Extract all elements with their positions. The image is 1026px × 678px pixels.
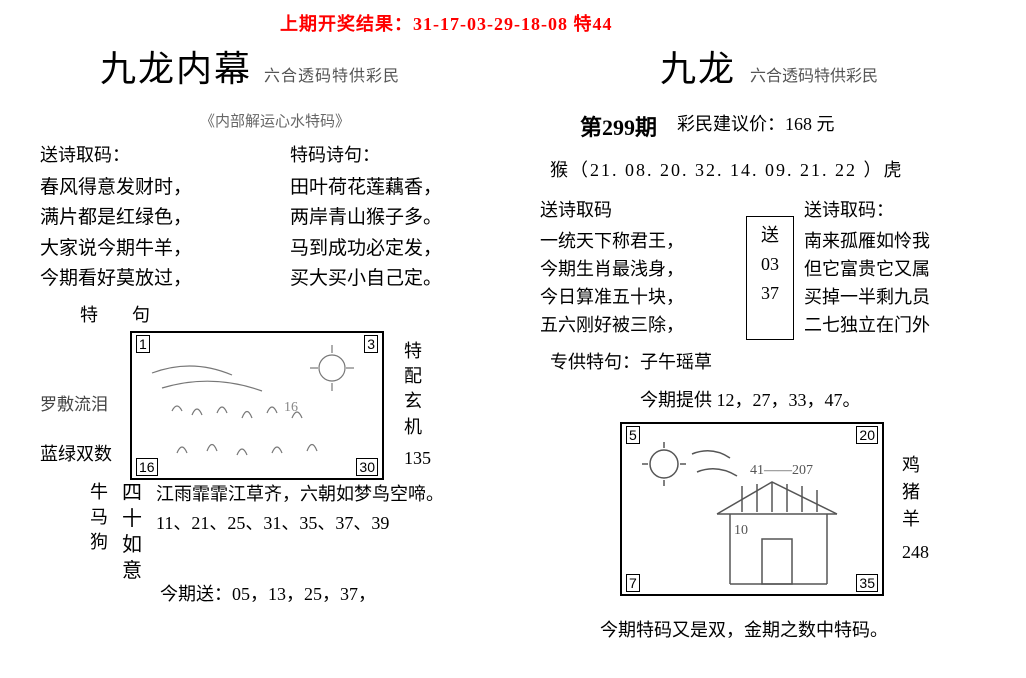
poem2-line: 田叶荷花莲藕香， [290, 173, 510, 203]
r-poem2-line: 二七独立在门外 [804, 312, 1000, 340]
svg-text:16: 16 [284, 400, 298, 415]
bottom-line1: 江雨霏霏江草齐，六朝如梦鸟空啼。 [156, 480, 444, 509]
bottom-text: 江雨霏霏江草齐，六朝如梦鸟空啼。 11、21、25、31、35、37、39 [156, 480, 444, 584]
poem2-line: 两岸青山猴子多。 [290, 203, 510, 233]
left-subtext: 《内部解运心水特码》 [40, 110, 510, 131]
poem1-col: 送诗取码： 春风得意发财时， 满片都是红绿色， 大家说今期牛羊， 今期看好莫放过… [40, 141, 260, 295]
bottom-line2: 11、21、25、31、35、37、39 [156, 509, 444, 538]
scenery-sketch-icon: 16 [132, 333, 382, 478]
v-char: 羊 [902, 506, 929, 533]
animal: 狗 [90, 530, 108, 555]
left-sketch-box: 1 3 16 30 16 [130, 331, 384, 480]
right-bottom-line: 今期特码又是双，金期之数中特码。 [600, 616, 1000, 642]
ruyi-char: 十 [122, 506, 142, 532]
v-char: 配 [404, 364, 431, 389]
cbox-line: 送 [747, 221, 793, 250]
v-char: 猪 [902, 479, 929, 506]
center-number-box: 送 03 37 [746, 216, 794, 340]
right-poems: 送诗取码 一统天下称君王， 今期生肖最浅身， 今日算准五十块， 五六刚好被三除，… [540, 196, 1000, 340]
zodiac-row: 猴（21. 08. 20. 32. 14. 09. 21. 22 ）虎 [550, 156, 1000, 182]
right-subtitle: 六合透码特供彩民 [750, 62, 878, 86]
v-num: 135 [404, 446, 431, 471]
r-poem2-line: 南来孤雁如怜我 [804, 228, 1000, 256]
poem2-col: 特码诗句： 田叶荷花莲藕香， 两岸青山猴子多。 马到成功必定发， 买大买小自己定… [290, 141, 510, 295]
v-char: 鸡 [902, 452, 929, 479]
blue-green-label: 蓝绿双数 [40, 440, 112, 466]
ruyi-char: 如 [122, 532, 142, 558]
ruyi-col: 四 十 如 意 [122, 480, 142, 584]
svg-text:41——207: 41——207 [750, 463, 813, 478]
left-bottom-block: 牛 马 狗 四 十 如 意 江雨霏霏江草齐，六朝如梦鸟空啼。 11、21、25、… [90, 480, 444, 584]
r-poem2-head: 送诗取码： [804, 196, 1000, 222]
poem1-line: 满片都是红绿色， [40, 203, 260, 233]
v-char: 机 [404, 415, 431, 440]
issue-row: 第299期 彩民建议价：168 元 [580, 110, 1000, 142]
house-sketch-icon: 41——207 10 [622, 424, 882, 594]
issue-number: 第299期 [580, 110, 657, 142]
jqtg-line: 今期提供 12，27，33，47。 [640, 386, 1000, 412]
poem2-head: 特码诗句： [290, 141, 510, 167]
right-vertical-text: 鸡 猪 羊 248 [902, 452, 929, 566]
poem1-line: 春风得意发财时， [40, 173, 260, 203]
qisong-line: 今期送：05，13，25，37， [160, 580, 376, 606]
r-poem1-line: 一统天下称君王， [540, 228, 736, 256]
r-poem1-line: 今期生肖最浅身， [540, 256, 736, 284]
tj-row: 特 句 [40, 301, 510, 327]
animal: 马 [90, 505, 108, 530]
svg-text:10: 10 [734, 523, 748, 538]
price-label: 彩民建议价：168 元 [677, 110, 835, 142]
left-subtitle: 六合透码特供彩民 [264, 62, 400, 86]
right-title: 九龙 [660, 40, 736, 92]
animal: 牛 [90, 480, 108, 505]
right-sketch-box: 5 20 7 35 41— [620, 422, 884, 596]
poem1-head: 送诗取码： [40, 141, 260, 167]
right-title-row: 九龙 六合透码特供彩民 [660, 40, 1000, 92]
cbox-line: 03 [747, 250, 793, 279]
ruyi-char: 意 [122, 558, 142, 584]
poem1-line: 大家说今期牛羊， [40, 234, 260, 264]
poem2-line: 马到成功必定发， [290, 234, 510, 264]
r-poem1-col: 送诗取码 一统天下称君王， 今期生肖最浅身， 今日算准五十块， 五六刚好被三除， [540, 196, 736, 340]
ruyi-char: 四 [122, 480, 142, 506]
cbox-line: 37 [747, 279, 793, 308]
zgtj-line: 专供特句：子午瑶草 [550, 348, 1000, 374]
left-title: 九龙内幕 [100, 40, 252, 92]
r-poem2-line: 买掉一半剩九员 [804, 284, 1000, 312]
left-title-row: 九龙内幕 六合透码特供彩民 [40, 40, 510, 92]
animals-col: 牛 马 狗 [90, 480, 108, 584]
r-poem1-head: 送诗取码 [540, 196, 736, 222]
r-poem2-col: 送诗取码： 南来孤雁如怜我 但它富贵它又属 买掉一半剩九员 二七独立在门外 [804, 196, 1000, 340]
left-panel: 九龙内幕 六合透码特供彩民 《内部解运心水特码》 送诗取码： 春风得意发财时， … [40, 40, 510, 480]
v-num: 248 [902, 539, 929, 566]
r-poem1-line: 五六刚好被三除， [540, 312, 736, 340]
right-panel: 九龙 六合透码特供彩民 第299期 彩民建议价：168 元 猴（21. 08. … [540, 40, 1000, 642]
left-vertical-text: 特 配 玄 机 135 [404, 339, 431, 471]
r-poem2-line: 但它富贵它又属 [804, 256, 1000, 284]
side-label-left: 罗敷流泪 [40, 393, 120, 417]
v-char: 玄 [404, 389, 431, 414]
left-poem-columns: 送诗取码： 春风得意发财时， 满片都是红绿色， 大家说今期牛羊， 今期看好莫放过… [40, 141, 510, 295]
v-char: 特 [404, 339, 431, 364]
r-poem1-line: 今日算准五十块， [540, 284, 736, 312]
tj-label: 特 句 [80, 301, 510, 327]
right-sketch-row: 5 20 7 35 41— [540, 422, 1000, 596]
poem1-line: 今期看好莫放过， [40, 264, 260, 294]
poem2-line: 买大买小自己定。 [290, 264, 510, 294]
result-banner: 上期开奖结果：31-17-03-29-18-08 特44 [280, 10, 612, 36]
